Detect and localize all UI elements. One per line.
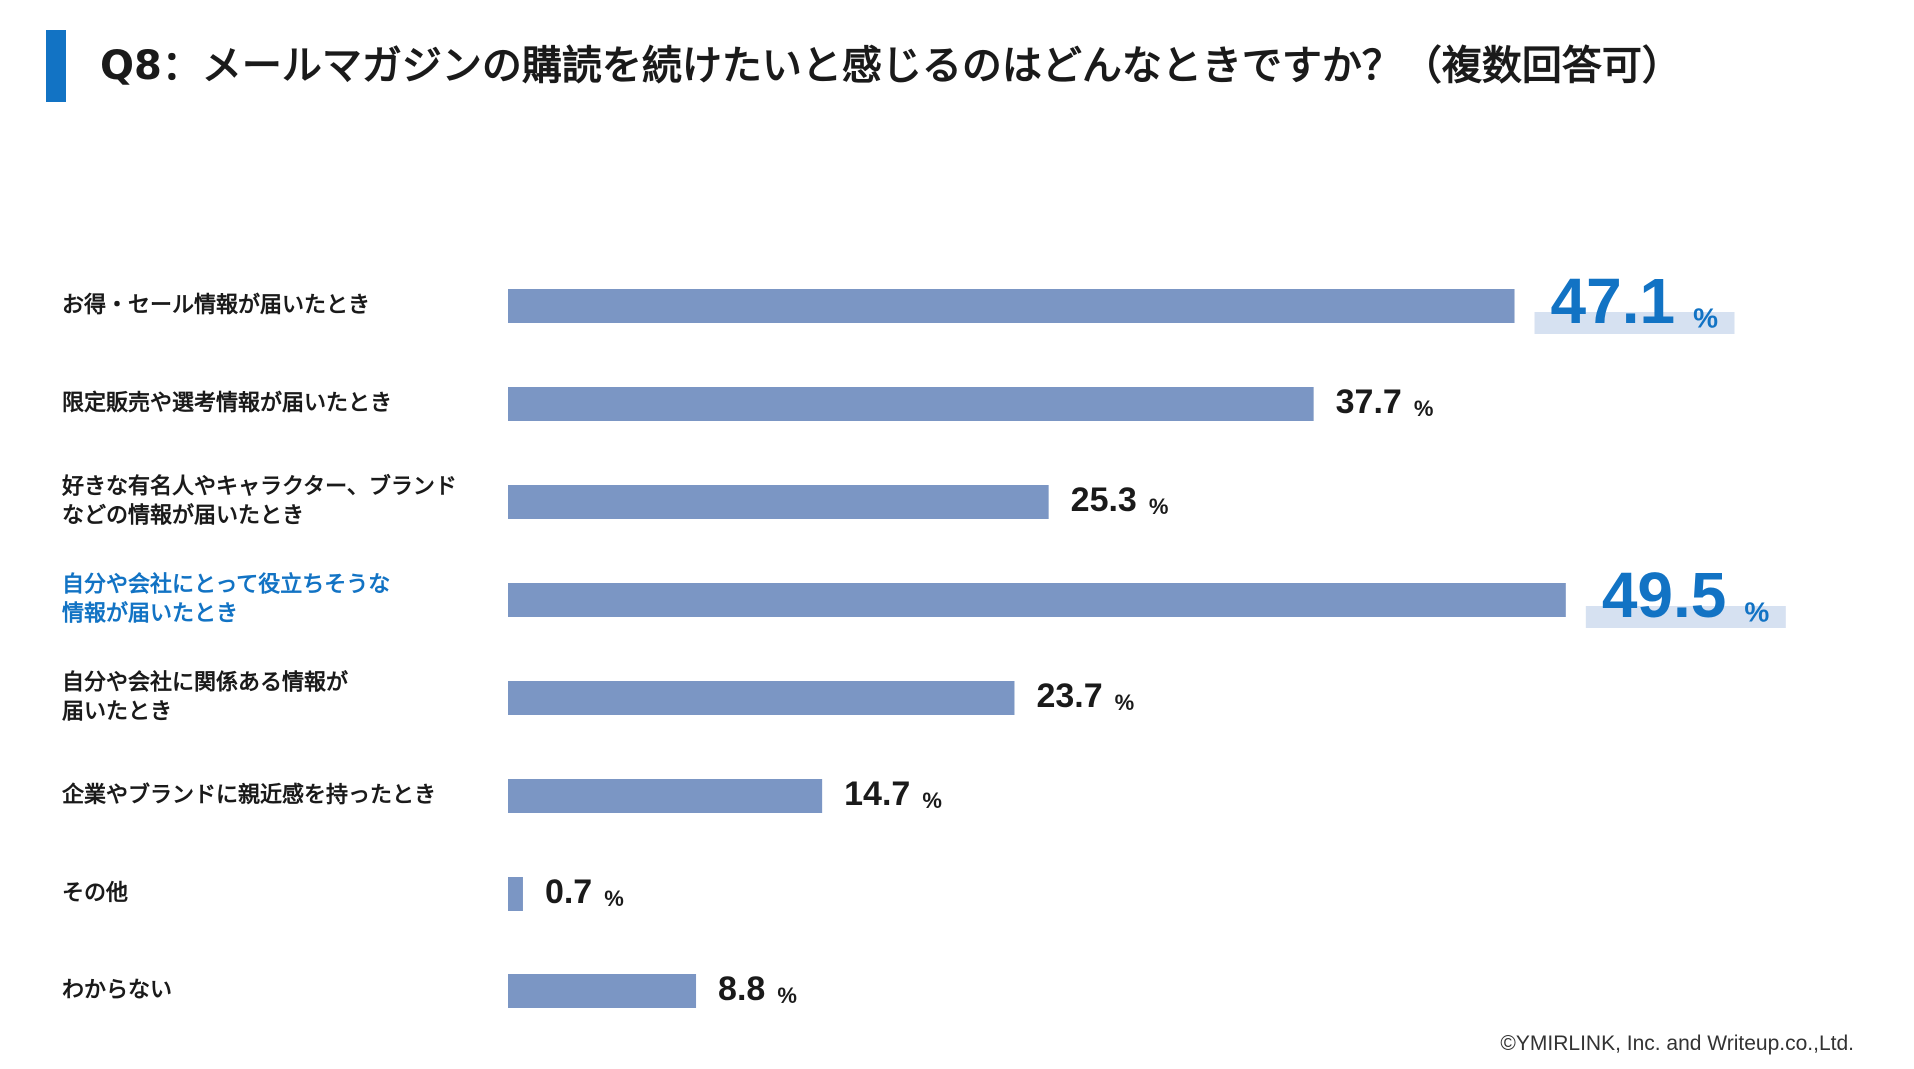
bar — [508, 387, 1314, 421]
category-label: などの情報が届いたとき — [62, 503, 304, 529]
bar — [508, 583, 1566, 617]
value-highlight-band — [1534, 312, 1735, 334]
category-label: 届いたとき — [62, 700, 172, 725]
bar — [508, 974, 697, 1008]
data-label: 25.3 — [1071, 481, 1137, 519]
category-label: 自分や会社に関係ある情報が — [62, 670, 348, 696]
category-label: 情報が届いたとき — [62, 601, 238, 627]
copyright-footer: ©YMIRLINK, Inc. and Writeup.co.,Ltd. — [1500, 1032, 1854, 1055]
bar — [508, 485, 1049, 519]
category-label: 好きな有名人やキャラクター、ブランド — [61, 474, 457, 500]
data-label: 37.7 — [1336, 383, 1402, 421]
unit-label: % — [1693, 302, 1718, 333]
category-label: 自分や会社にとって役立ちそうな — [62, 572, 390, 598]
bar — [508, 877, 523, 911]
category-label: 企業やブランドに親近感を持ったとき — [61, 782, 436, 808]
category-label: わからない — [62, 978, 172, 1003]
value-highlight-band — [1585, 606, 1786, 628]
unit-label: % — [1414, 396, 1434, 421]
data-label: 23.7 — [1036, 677, 1102, 715]
data-label: 49.5 — [1602, 559, 1727, 631]
data-label: 14.7 — [844, 775, 910, 813]
data-label: 47.1 — [1551, 265, 1676, 337]
data-label: 0.7 — [545, 873, 592, 911]
unit-label: % — [1744, 596, 1769, 627]
category-label: その他 — [62, 881, 128, 906]
bar — [508, 289, 1515, 323]
bar — [508, 779, 823, 813]
category-label: お得・セール情報が届いたとき — [62, 292, 370, 318]
unit-label: % — [777, 983, 797, 1008]
data-label: 8.8 — [718, 970, 765, 1008]
page-title: Q8：メールマガジンの購読を続けたいと感じるのはどんなときですか？（複数回答可） — [100, 43, 1682, 89]
unit-label: % — [604, 886, 624, 911]
title-accent-bar — [46, 30, 66, 102]
unit-label: % — [1149, 494, 1169, 519]
unit-label: % — [922, 788, 942, 813]
unit-label: % — [1115, 690, 1135, 715]
category-label: 限定販売や選考情報が届いたとき — [62, 390, 392, 416]
bar — [508, 681, 1015, 715]
